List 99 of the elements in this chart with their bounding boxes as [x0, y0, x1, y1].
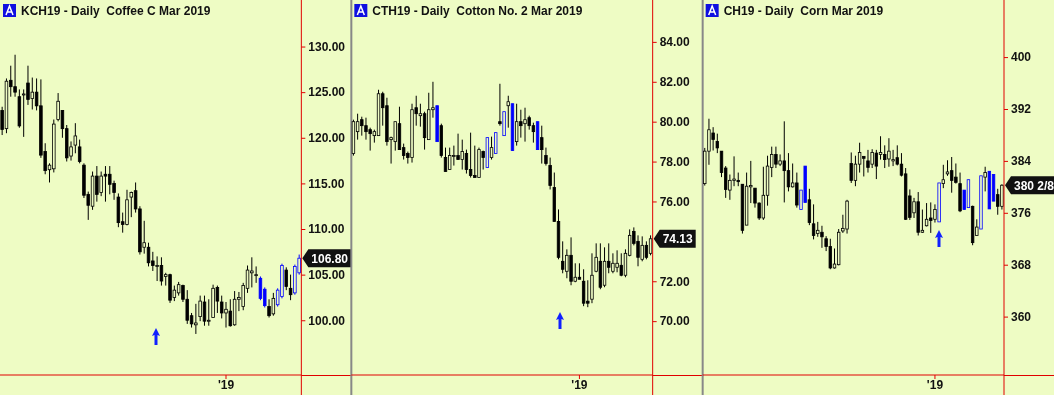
candlestick — [207, 298, 211, 327]
candlestick — [422, 111, 427, 151]
candlestick — [452, 145, 456, 167]
candlestick — [26, 65, 30, 106]
x-tick-label: '19 — [217, 377, 235, 392]
candlestick — [506, 95, 510, 129]
candlestick — [519, 109, 523, 139]
candlestick — [159, 256, 164, 287]
y-tick-label: 70.00 — [659, 314, 691, 329]
candlestick — [468, 132, 473, 179]
candlestick — [267, 298, 271, 319]
candlestick — [30, 77, 35, 110]
y-tick-label: 100.00 — [308, 313, 346, 328]
y-tick-label: 115.00 — [308, 176, 345, 191]
y-tick-label: 125.00 — [308, 85, 346, 100]
candlestick — [874, 149, 879, 180]
chart-title: KCH19 - Daily Coffee C Mar 2019 — [21, 4, 211, 18]
candlestick — [853, 155, 858, 187]
candlestick — [473, 145, 477, 179]
candlestick — [640, 235, 644, 262]
candlestick — [565, 248, 569, 279]
y-tick-label: 392 — [1011, 102, 1032, 117]
text: 380 2/8 — [1014, 178, 1054, 193]
y-tick-label: 72.00 — [659, 274, 691, 289]
candlestick — [498, 83, 502, 127]
candlestick — [95, 165, 99, 203]
candlestick — [778, 153, 782, 167]
y-tick-label: 368 — [1011, 258, 1032, 273]
candlestick — [615, 249, 619, 273]
y-tick-label: 384 — [1011, 154, 1032, 169]
chart-title: CTH19 - Daily Cotton No. 2 Mar 2019 — [372, 4, 583, 18]
candlestick — [271, 292, 276, 317]
candlestick — [870, 148, 874, 169]
y-tick-label: 78.00 — [659, 154, 691, 169]
candlestick — [464, 149, 469, 175]
y-tick-label: 76.00 — [659, 194, 691, 209]
y-tick-label: 400 — [1011, 50, 1032, 65]
candlestick — [448, 147, 452, 171]
candlestick — [202, 295, 207, 327]
chart-title: CH19 - Daily Corn Mar 2019 — [723, 4, 884, 18]
candlestick — [129, 191, 134, 218]
candlestick — [996, 188, 1000, 216]
y-tick-label: 376 — [1011, 206, 1032, 221]
y-tick-label: 120.00 — [308, 131, 346, 146]
candlestick — [828, 238, 832, 270]
candlestick — [1000, 183, 1004, 211]
y-tick-label: 110.00 — [308, 222, 345, 237]
candlestick — [514, 103, 519, 147]
candlestick — [811, 203, 816, 240]
text: 106.80 — [311, 251, 349, 266]
candlestick — [849, 151, 853, 184]
candlestick — [194, 303, 198, 335]
candlestick — [250, 256, 254, 288]
candlestick — [887, 137, 891, 168]
candlestick — [590, 252, 594, 304]
candlestick — [950, 156, 954, 194]
candlestick — [502, 111, 506, 137]
candlestick — [786, 152, 791, 192]
candlestick — [284, 266, 288, 291]
text: 74.13 — [662, 232, 694, 247]
candlestick — [929, 201, 933, 234]
candlestick — [782, 120, 786, 203]
candlestick — [611, 252, 615, 274]
candlestick — [795, 172, 799, 209]
candlestick — [866, 149, 870, 174]
candlestick — [774, 146, 778, 169]
candlestick — [228, 298, 233, 328]
candlestick — [636, 234, 640, 267]
candlestick — [602, 246, 607, 288]
candlestick — [494, 132, 498, 155]
y-tick-label: 105.00 — [308, 267, 346, 282]
candlestick — [523, 107, 527, 143]
y-tick-label: 130.00 — [308, 39, 346, 54]
candlestick — [561, 240, 565, 274]
candlestick — [77, 139, 82, 164]
candlestick — [360, 116, 364, 137]
candlestick — [288, 274, 293, 301]
x-tick-label: '19 — [926, 377, 944, 392]
candlestick — [711, 126, 715, 152]
candlestick — [215, 285, 220, 314]
candlestick — [443, 147, 448, 173]
candlestick — [883, 144, 887, 169]
candlestick — [155, 255, 159, 282]
candlestick — [807, 188, 812, 226]
y-tick-label: 80.00 — [659, 115, 691, 130]
candlestick — [581, 268, 586, 307]
candlestick — [364, 117, 368, 141]
candlestick — [224, 301, 228, 329]
candlestick — [103, 165, 108, 203]
candlestick — [540, 125, 544, 165]
candlestick — [761, 166, 766, 221]
y-tick-label: 84.00 — [659, 35, 691, 50]
y-tick-label: 360 — [1011, 309, 1032, 324]
y-tick-label: 82.00 — [659, 75, 691, 90]
candlestick — [820, 225, 824, 249]
candlestick — [254, 265, 258, 284]
candlestick — [648, 234, 653, 256]
candlestick — [99, 171, 103, 197]
x-tick-label: '19 — [571, 377, 588, 392]
